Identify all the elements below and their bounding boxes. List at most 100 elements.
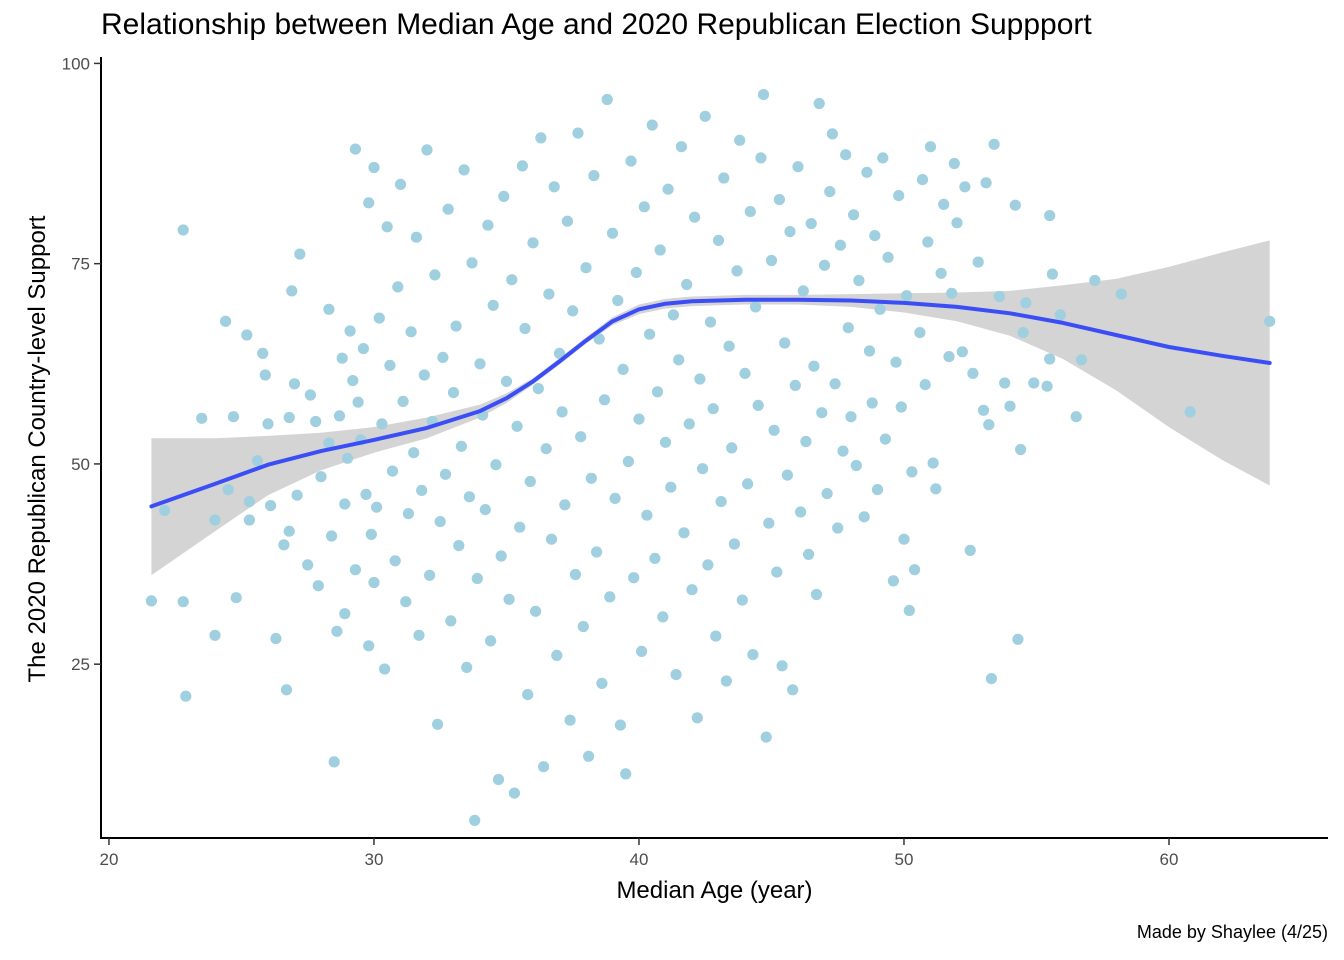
data-point bbox=[1009, 199, 1021, 211]
data-point bbox=[453, 540, 465, 552]
data-point bbox=[665, 481, 677, 493]
data-point bbox=[744, 206, 756, 218]
data-point bbox=[360, 488, 372, 500]
data-point bbox=[667, 309, 680, 321]
data-point bbox=[829, 378, 841, 390]
data-point bbox=[874, 303, 886, 315]
data-point bbox=[405, 326, 417, 338]
data-point bbox=[591, 546, 603, 558]
data-point bbox=[344, 325, 356, 337]
y-tick-label: 25 bbox=[71, 655, 90, 674]
data-point bbox=[633, 413, 645, 425]
x-tick-label: 50 bbox=[895, 850, 914, 869]
data-point bbox=[416, 484, 428, 496]
data-point bbox=[718, 172, 730, 184]
data-point bbox=[871, 484, 884, 496]
data-point bbox=[551, 649, 563, 662]
data-point bbox=[1012, 633, 1024, 645]
data-point bbox=[482, 219, 494, 231]
data-point bbox=[662, 183, 674, 195]
data-point bbox=[914, 327, 926, 339]
data-point bbox=[924, 141, 937, 153]
points-layer bbox=[145, 89, 1276, 827]
data-point bbox=[463, 491, 475, 503]
data-point bbox=[538, 761, 550, 773]
data-point bbox=[543, 288, 555, 300]
data-point bbox=[1028, 377, 1040, 389]
data-point bbox=[752, 399, 764, 411]
data-point bbox=[474, 358, 486, 370]
data-point bbox=[617, 363, 629, 375]
data-point bbox=[243, 496, 255, 508]
data-point bbox=[659, 436, 672, 448]
data-point bbox=[333, 410, 346, 422]
data-point bbox=[498, 190, 510, 202]
data-point bbox=[697, 463, 709, 475]
data-point bbox=[413, 629, 425, 641]
data-point bbox=[781, 469, 794, 481]
data-point bbox=[376, 418, 388, 430]
data-point bbox=[577, 620, 589, 633]
data-point bbox=[598, 394, 611, 406]
data-point bbox=[935, 267, 947, 279]
data-point bbox=[439, 468, 452, 480]
data-point bbox=[848, 209, 860, 221]
smooth-trend-line bbox=[149, 297, 1272, 509]
data-point bbox=[508, 787, 520, 799]
data-point bbox=[1089, 274, 1101, 287]
data-point bbox=[363, 640, 375, 652]
data-point bbox=[522, 689, 534, 701]
data-point bbox=[575, 431, 587, 443]
axes: 20 30 40 50 60 25 50 75 100 bbox=[62, 54, 1328, 869]
data-point bbox=[514, 521, 526, 533]
data-point bbox=[196, 412, 208, 424]
data-point bbox=[972, 256, 984, 268]
confidence-band-layer bbox=[151, 240, 1270, 576]
data-point bbox=[379, 663, 391, 675]
data-point bbox=[959, 181, 971, 193]
data-point bbox=[789, 379, 801, 391]
data-point bbox=[620, 768, 632, 780]
data-point bbox=[328, 756, 340, 768]
data-point bbox=[702, 559, 714, 571]
data-point bbox=[993, 290, 1006, 303]
data-point bbox=[177, 224, 189, 236]
data-point bbox=[209, 629, 221, 641]
data-point bbox=[286, 285, 298, 297]
data-point bbox=[673, 354, 685, 366]
x-axis-title: Median Age (year) bbox=[616, 877, 813, 904]
data-point bbox=[813, 97, 825, 110]
data-point bbox=[747, 649, 759, 661]
data-point bbox=[977, 404, 990, 416]
data-point bbox=[588, 170, 600, 182]
data-point bbox=[951, 217, 963, 229]
data-point bbox=[302, 559, 314, 571]
data-point bbox=[304, 389, 316, 401]
data-point bbox=[593, 333, 605, 345]
data-point bbox=[683, 418, 695, 430]
data-point bbox=[630, 266, 642, 279]
data-point bbox=[1184, 406, 1196, 418]
data-point bbox=[818, 259, 831, 271]
data-point bbox=[816, 407, 828, 419]
data-point bbox=[418, 369, 430, 381]
data-point bbox=[357, 343, 369, 355]
data-point bbox=[622, 455, 635, 468]
data-point bbox=[877, 152, 889, 164]
data-point bbox=[805, 218, 817, 230]
data-point bbox=[699, 110, 711, 122]
data-point bbox=[895, 401, 907, 413]
data-point bbox=[824, 186, 836, 198]
data-point bbox=[731, 265, 743, 277]
data-point bbox=[654, 244, 666, 256]
data-point bbox=[532, 383, 544, 395]
data-point bbox=[159, 504, 171, 516]
data-point bbox=[540, 443, 552, 455]
data-point bbox=[1070, 411, 1082, 423]
data-point bbox=[739, 367, 751, 379]
data-point bbox=[437, 351, 449, 363]
data-point bbox=[842, 322, 854, 334]
data-point bbox=[323, 303, 335, 315]
data-point bbox=[644, 328, 656, 340]
data-point bbox=[646, 119, 658, 131]
